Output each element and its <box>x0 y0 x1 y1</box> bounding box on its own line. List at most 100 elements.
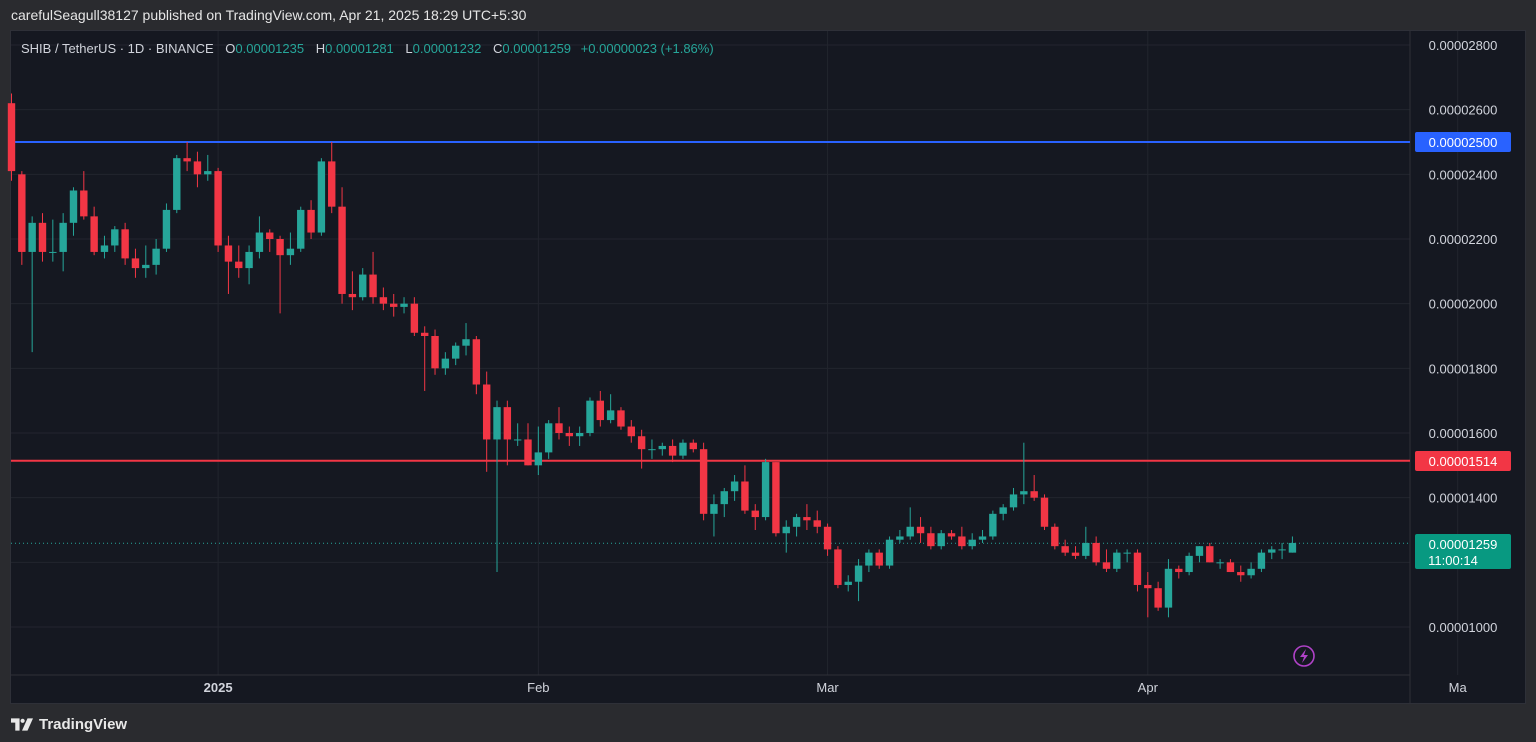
candle-body <box>472 339 481 385</box>
candle <box>565 426 574 446</box>
candle-body <box>1226 562 1235 573</box>
candle <box>1009 487 1018 511</box>
candle-body <box>100 245 109 252</box>
candle-body <box>648 449 656 451</box>
legend-symbol: SHIB / TetherUS · 1D · BINANCE <box>21 41 214 56</box>
legend-low: 0.00001232 <box>413 41 482 56</box>
lightning-icon[interactable] <box>1293 645 1315 667</box>
candle-body <box>1288 542 1297 553</box>
candle <box>617 407 625 430</box>
price-axis[interactable]: 0.00002800 0.00002600 0.00002400 0.00002200… <box>1429 38 1498 635</box>
candle-body <box>111 229 119 246</box>
candle-body <box>658 445 666 450</box>
candle-body <box>720 491 728 505</box>
last-price-badge-bg <box>1415 534 1511 569</box>
candle <box>224 235 233 294</box>
candle-body <box>906 526 914 537</box>
candle <box>513 423 522 446</box>
candle <box>1175 565 1183 579</box>
candle-body <box>1216 562 1224 564</box>
candle-body <box>193 161 202 175</box>
candle <box>255 216 264 259</box>
time-axis[interactable]: 2025 Feb Mar Apr Ma <box>204 680 1468 695</box>
candle-body <box>1061 546 1069 553</box>
candle <box>1113 549 1121 573</box>
candle <box>1185 552 1193 576</box>
candle-body <box>617 410 625 427</box>
candle <box>38 213 47 262</box>
candle <box>100 235 109 259</box>
candle <box>307 200 315 239</box>
candle <box>183 142 191 172</box>
candle-body <box>875 552 883 566</box>
candle <box>803 504 811 530</box>
grid-lines <box>11 31 1459 703</box>
candle-body <box>699 449 708 514</box>
candle <box>1102 549 1111 573</box>
candle-body <box>431 336 439 369</box>
candle-body <box>1144 584 1152 589</box>
candle <box>668 439 677 463</box>
candle <box>555 407 563 440</box>
candle-body <box>865 552 873 566</box>
candle-body <box>1020 491 1028 495</box>
candle-body <box>1237 572 1245 576</box>
candle-body <box>1082 542 1090 556</box>
candle <box>524 423 532 466</box>
candle <box>1020 442 1028 505</box>
candle-body <box>999 507 1007 514</box>
resistance-badge: 0.00002500 <box>1415 132 1511 152</box>
candle <box>69 187 78 236</box>
price-tick-label: 0.00001000 <box>1429 620 1498 635</box>
candle <box>235 245 243 278</box>
candle-body <box>885 539 894 566</box>
candle <box>854 559 863 602</box>
candle-body <box>348 293 357 298</box>
candle-body <box>173 158 181 210</box>
candle-body <box>286 248 295 256</box>
last-price-text: 0.00001259 <box>1429 537 1498 552</box>
candle-body <box>1092 542 1100 563</box>
candle-body <box>121 229 129 259</box>
candle <box>431 329 439 375</box>
candle-body <box>1164 568 1173 608</box>
candle-body <box>1030 491 1038 498</box>
candle <box>390 293 398 317</box>
candle <box>472 336 481 395</box>
candle <box>121 222 129 265</box>
candle <box>90 206 98 256</box>
candle-body <box>338 206 346 294</box>
candle <box>421 326 429 391</box>
candle-body <box>1195 546 1204 556</box>
candle <box>410 297 419 336</box>
candle <box>1154 581 1162 611</box>
candle <box>80 171 88 220</box>
time-tick-label: Apr <box>1138 680 1159 695</box>
candle-body <box>49 251 57 253</box>
candle-body <box>390 303 398 307</box>
candle-body <box>947 533 956 537</box>
candle <box>1061 539 1069 556</box>
candle <box>875 549 883 569</box>
support-badge: 0.00001514 <box>1415 451 1511 471</box>
candle <box>1133 549 1142 592</box>
time-tick-label: 2025 <box>204 680 233 695</box>
candle <box>7 93 16 181</box>
support-badge-text: 0.00001514 <box>1429 454 1498 469</box>
candle-body <box>958 536 966 547</box>
published-header: carefulSeagull38127 published on Trading… <box>0 0 1536 30</box>
candle <box>451 342 460 366</box>
time-tick-label: Feb <box>527 680 549 695</box>
candle <box>111 226 119 252</box>
candle-body <box>38 222 47 252</box>
candle <box>297 206 305 252</box>
candle-body <box>214 171 222 246</box>
candle-body <box>813 520 821 527</box>
candle-body <box>1268 549 1276 553</box>
time-tick-label: Ma <box>1449 680 1468 695</box>
candle-body <box>606 410 615 421</box>
price-tick-label: 0.00001800 <box>1429 361 1498 376</box>
price-tick-label: 0.00002600 <box>1429 103 1498 118</box>
candle-body <box>69 190 78 223</box>
